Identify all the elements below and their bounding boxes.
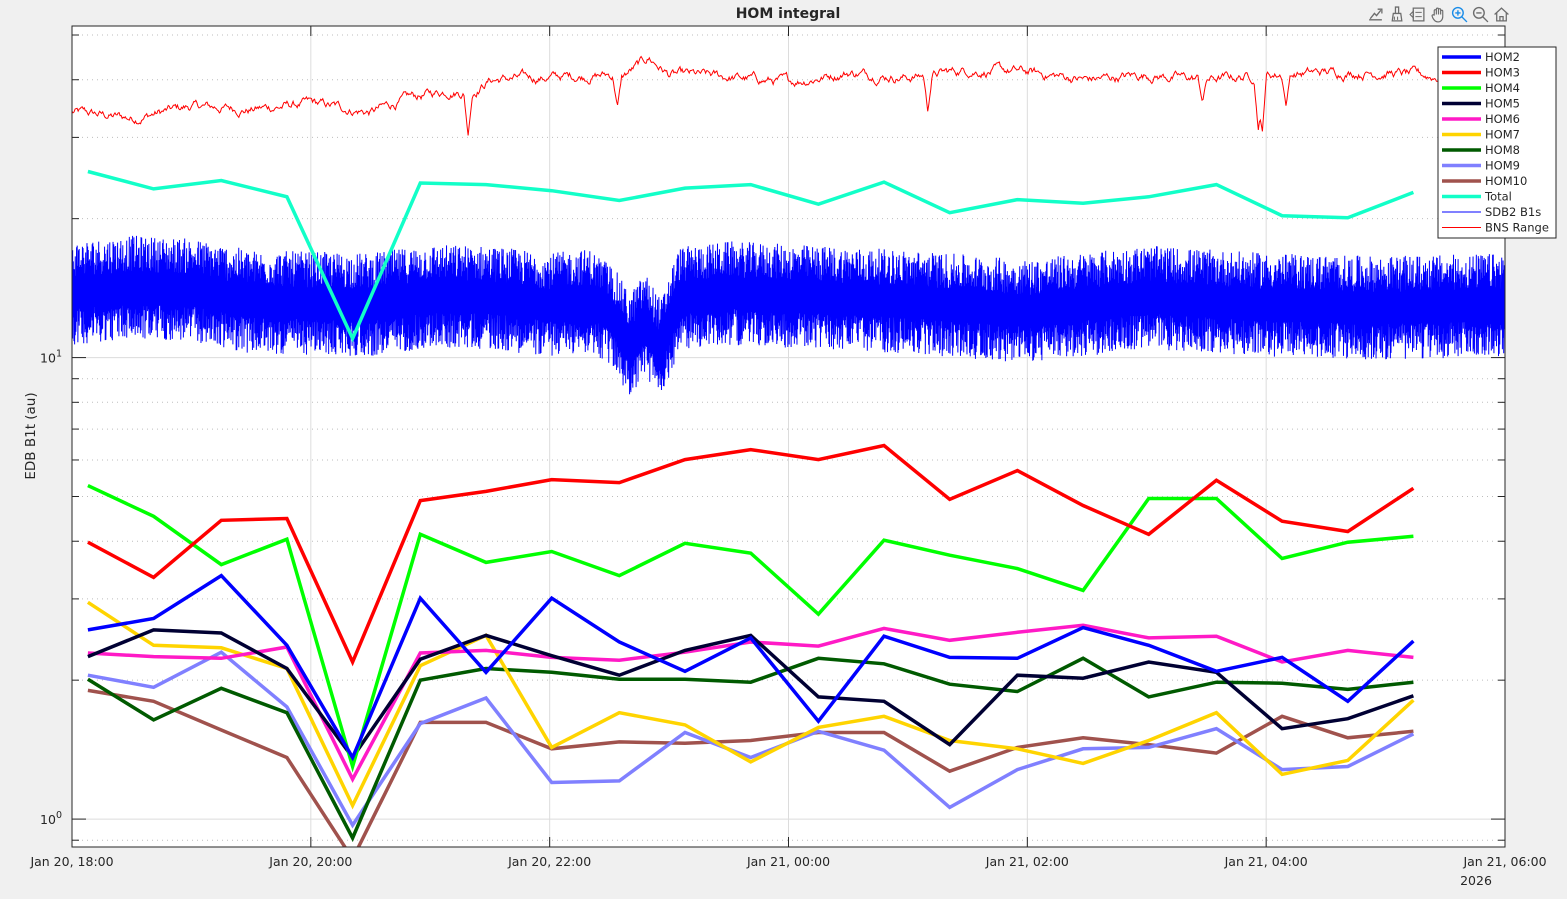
legend-label: HOM2 (1485, 50, 1520, 64)
brush-icon (1391, 5, 1403, 22)
y-tick-base: 10 (40, 351, 56, 366)
brush-button[interactable] (1386, 4, 1406, 24)
home-restore-icon (1493, 6, 1509, 22)
axes-toolbar (1365, 4, 1511, 24)
legend-item-hom6[interactable]: HOM6 (1442, 112, 1520, 126)
y-tick-exponent: 0 (56, 810, 62, 821)
pan-hand-icon (1431, 7, 1443, 23)
legend-label: HOM7 (1485, 128, 1520, 142)
x-tick-label: Jan 20, 20:00 (268, 854, 352, 869)
y-tick-exponent: 1 (56, 349, 62, 360)
legend-label: SDB2 B1s (1485, 205, 1541, 219)
legend-item-hom10[interactable]: HOM10 (1442, 174, 1527, 188)
legend-label: HOM5 (1485, 97, 1520, 111)
legend-label: Total (1484, 190, 1512, 204)
legend-label: HOM4 (1485, 81, 1520, 95)
data-tips-button[interactable] (1365, 4, 1385, 24)
data-tips-icon (1368, 8, 1383, 21)
x-tick-label: Jan 21, 00:00 (746, 854, 830, 869)
x-tick-label: Jan 21, 06:00 (1462, 854, 1546, 869)
legend-label: HOM9 (1485, 159, 1520, 173)
zoom-out-icon (1472, 6, 1488, 22)
pan-button[interactable] (1428, 4, 1448, 24)
x-tick-label: Jan 21, 02:00 (985, 854, 1069, 869)
zoom-in-icon (1451, 6, 1467, 22)
legend-item-hom3[interactable]: HOM3 (1442, 66, 1520, 80)
legend-item-hom8[interactable]: HOM8 (1442, 143, 1520, 157)
y-tick-label: 100 (40, 810, 62, 827)
legend-item-hom5[interactable]: HOM5 (1442, 97, 1520, 111)
legend-item-hom9[interactable]: HOM9 (1442, 159, 1520, 173)
zoom-in-button[interactable] (1449, 4, 1469, 24)
legend-label: BNS Range (1485, 221, 1549, 235)
y-axis-label: EDB B1t (au) (23, 392, 39, 479)
x-tick-label: Jan 20, 18:00 (29, 854, 113, 869)
legend-toggle-button[interactable] (1407, 4, 1427, 24)
legend-item-hom4[interactable]: HOM4 (1442, 81, 1520, 95)
x-tick-labels: Jan 20, 18:00 Jan 20, 20:00 Jan 20, 22:00 J… (29, 854, 1546, 869)
legend-item-sdb2-b1s[interactable]: SDB2 B1s (1442, 205, 1541, 219)
y-tick-base: 10 (40, 812, 56, 827)
x-tick-label: Jan 21, 04:00 (1224, 854, 1308, 869)
series-sdb2-b1s (72, 235, 1505, 395)
chart-title: HOM integral (736, 6, 841, 22)
legend-label: HOM3 (1485, 66, 1520, 80)
legend-label: HOM10 (1485, 174, 1527, 188)
legend-label: HOM6 (1485, 112, 1520, 126)
axis-ticks (71, 26, 1506, 847)
grid-lines (72, 26, 1505, 847)
legend-box (1437, 46, 1557, 239)
series-bns-range (72, 55, 1505, 136)
y-tick-label: 101 (40, 349, 62, 366)
legend-label: HOM8 (1485, 143, 1520, 157)
legend-toggle-icon (1408, 6, 1425, 22)
legend-item-total[interactable]: Total (1442, 190, 1512, 204)
x-year-label: 2026 (1460, 873, 1492, 888)
legend-item-hom7[interactable]: HOM7 (1442, 128, 1520, 142)
legend-item-bns-range[interactable]: BNS Range (1442, 221, 1549, 235)
legend-item-hom2[interactable]: HOM2 (1442, 50, 1520, 64)
zoom-out-button[interactable] (1470, 4, 1490, 24)
series-layer (72, 55, 1505, 847)
restore-view-button[interactable] (1491, 4, 1511, 24)
x-tick-label: Jan 20, 22:00 (507, 854, 591, 869)
